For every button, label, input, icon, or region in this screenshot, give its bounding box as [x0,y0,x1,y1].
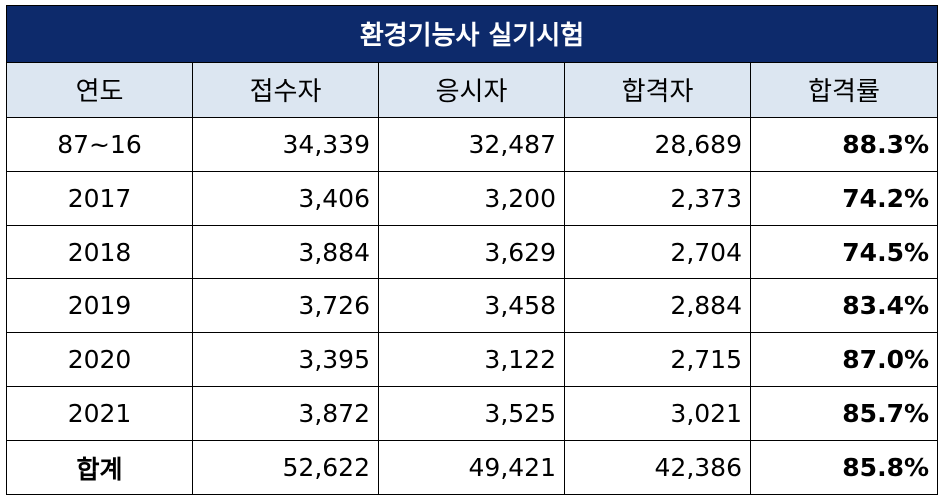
year-cell: 2020 [6,332,193,388]
total-applicants: 52,622 [192,440,379,495]
table-title: 환경기능사 실기시험 [5,5,939,63]
header-year: 연도 [6,61,193,118]
total-pass-rate: 85.8% [749,440,939,495]
applicants-cell: 3,395 [192,332,379,388]
total-label: 합계 [6,440,193,495]
passers-cell: 28,689 [564,116,751,172]
pass-rate-cell: 88.3% [749,116,939,172]
examinees-cell: 3,200 [378,170,565,226]
total-row: 합계 52,622 49,421 42,386 85.8% [6,440,939,495]
total-passers: 42,386 [564,440,751,495]
passers-cell: 2,715 [564,332,751,388]
year-cell: 2021 [6,386,193,442]
table-header-row: 연도 접수자 응시자 합격자 합격률 [6,61,939,118]
table-row: 2019 3,726 3,458 2,884 83.4% [6,278,939,334]
table-title-row: 환경기능사 실기시험 [5,5,939,63]
passers-cell: 2,373 [564,170,751,226]
year-cell: 2019 [6,278,193,334]
examinees-cell: 3,122 [378,332,565,388]
table-row: 2020 3,395 3,122 2,715 87.0% [6,332,939,388]
header-passers: 합격자 [564,61,751,118]
table-row: 2021 3,872 3,525 3,021 85.7% [6,386,939,442]
header-examinees: 응시자 [378,61,565,118]
table-row: 87~16 34,339 32,487 28,689 88.3% [6,116,939,172]
year-cell: 2017 [6,170,193,226]
pass-rate-cell: 85.7% [749,386,939,442]
applicants-cell: 3,726 [192,278,379,334]
total-examinees: 49,421 [378,440,565,495]
pass-rate-cell: 74.5% [749,224,939,280]
passers-cell: 2,884 [564,278,751,334]
examinees-cell: 32,487 [378,116,565,172]
pass-rate-cell: 74.2% [749,170,939,226]
table-row: 2018 3,884 3,629 2,704 74.5% [6,224,939,280]
examinees-cell: 3,629 [378,224,565,280]
exam-statistics-table: 환경기능사 실기시험 연도 접수자 응시자 합격자 합격률 87~16 34,3… [5,5,939,495]
year-cell: 2018 [6,224,193,280]
applicants-cell: 3,884 [192,224,379,280]
passers-cell: 2,704 [564,224,751,280]
applicants-cell: 3,872 [192,386,379,442]
applicants-cell: 3,406 [192,170,379,226]
examinees-cell: 3,458 [378,278,565,334]
applicants-cell: 34,339 [192,116,379,172]
pass-rate-cell: 87.0% [749,332,939,388]
header-applicants: 접수자 [192,61,379,118]
examinees-cell: 3,525 [378,386,565,442]
table-row: 2017 3,406 3,200 2,373 74.2% [6,170,939,226]
header-pass-rate: 합격률 [749,61,939,118]
pass-rate-cell: 83.4% [749,278,939,334]
passers-cell: 3,021 [564,386,751,442]
year-cell: 87~16 [6,116,193,172]
